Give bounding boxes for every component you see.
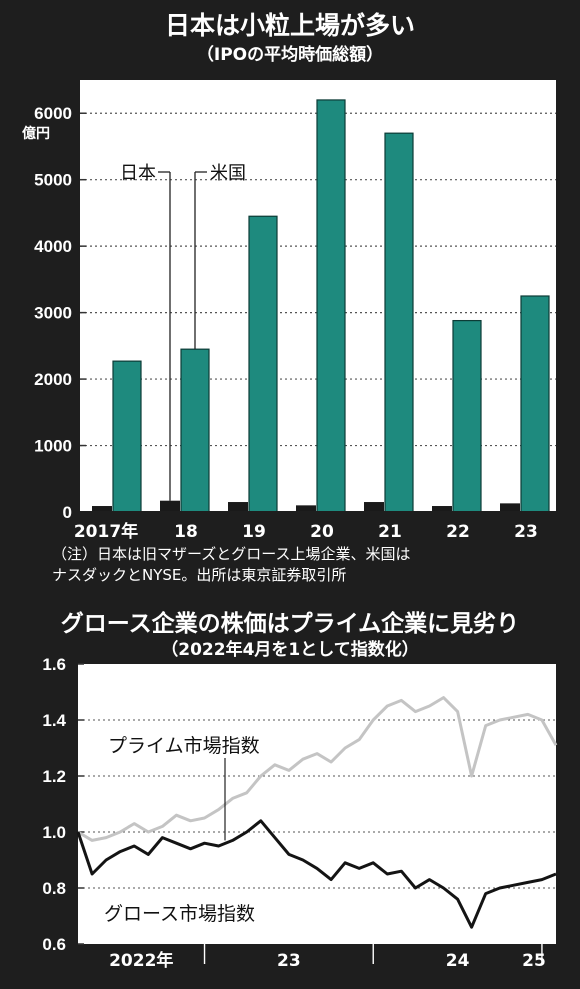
chart1-ytick-label: 1000 — [34, 437, 72, 456]
chart1-ytick-label: 3000 — [34, 304, 72, 323]
chart1-xtick-label: 2017年 — [74, 521, 138, 542]
chart1-xtick-label: 22 — [446, 522, 470, 542]
chart1-xtick-label: 20 — [310, 522, 334, 542]
chart2-ytick-label: 0.6 — [42, 935, 66, 954]
chart1-title: 日本は小粒上場が多い — [164, 11, 415, 40]
ipo-bar-chart: 0 1000 2000 3000 4000 5000 6000 億円 2017年 18 19 20 21… — [22, 80, 556, 542]
bar-japan — [160, 500, 180, 512]
label-prime-index: プライム市場指数 — [108, 735, 260, 757]
line-growth-index — [76, 819, 557, 929]
bar-japan — [432, 506, 452, 512]
chart1-ytick-label: 2000 — [34, 370, 72, 389]
label-growth-index: グロース市場指数 — [104, 903, 255, 925]
chart1-xtick-label: 21 — [378, 522, 402, 542]
chart1-ytick-label: 6000 — [34, 104, 72, 123]
bar-japan — [500, 503, 520, 512]
chart2-subtitle: （2022年4月を1として指数化） — [161, 640, 419, 660]
chart2-ytick-label: 1.4 — [42, 711, 66, 730]
chart2-ytick-label: 0.8 — [42, 879, 66, 898]
chart2-xtick-label: 24 — [446, 951, 470, 971]
bar-us — [112, 360, 142, 513]
chart2-ytick-label: 1.6 — [42, 655, 66, 674]
chart1-xtick-label: 23 — [514, 522, 538, 542]
chart1-unit-label: 億円 — [22, 125, 50, 142]
bar-japan — [92, 506, 112, 512]
chart1-ytick-label: 0 — [63, 503, 72, 522]
chart1-note-line-2: ナスダックとNYSE。出所は東京証券取引所 — [52, 566, 347, 584]
line-prime-index — [77, 696, 558, 842]
chart1-ytick-label: 5000 — [34, 171, 72, 190]
chart2-ytick-label: 1.2 — [42, 767, 66, 786]
chart1-xtick-label: 18 — [174, 522, 198, 542]
chart2-ytick-label: 1.0 — [42, 823, 66, 842]
chart1-xtick-label: 19 — [242, 522, 266, 542]
bar-japan — [296, 505, 316, 512]
chart1-note-line-1: （注）日本は旧マザーズとグロース上場企業、米国は — [52, 545, 411, 563]
bar-us — [248, 215, 278, 513]
chart1-ytick-label: 4000 — [34, 237, 72, 256]
chart2-xtick-label: 2022年 — [109, 950, 173, 971]
chart2-plot-area — [78, 664, 556, 944]
bar-japan — [364, 502, 384, 512]
chart2-xtick-label: 23 — [277, 951, 301, 971]
bar-us — [452, 319, 482, 513]
bar-us — [384, 132, 414, 513]
legend-label-us: 米国 — [210, 163, 246, 184]
bar-japan — [228, 502, 248, 512]
bar-us — [180, 348, 210, 513]
chart2-title: グロース企業の株価はプライム企業に見劣り — [60, 611, 520, 637]
chart2-xtick-label: 25 — [522, 951, 546, 971]
chart1-subtitle: （IPOの平均時価総額） — [196, 45, 384, 65]
legend-label-japan: 日本 — [120, 163, 156, 184]
